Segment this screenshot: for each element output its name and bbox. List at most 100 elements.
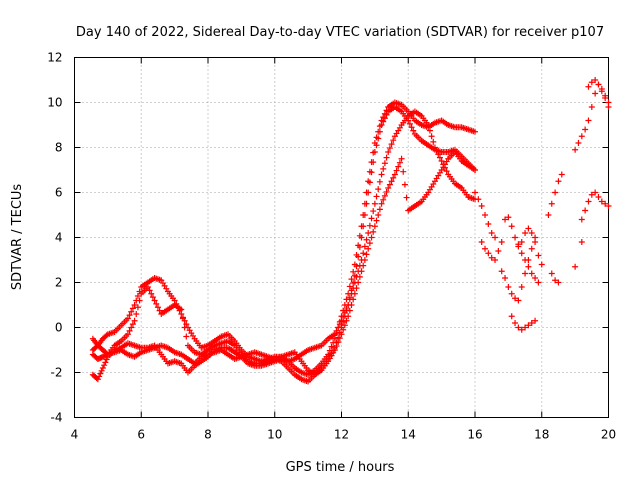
data-point xyxy=(375,212,382,218)
data-point xyxy=(578,239,585,245)
data-point xyxy=(515,324,522,331)
data-point xyxy=(102,359,109,366)
data-point xyxy=(532,317,539,324)
data-point xyxy=(376,128,383,135)
data-point xyxy=(153,300,160,307)
data-point xyxy=(485,250,492,257)
data-point xyxy=(558,171,565,178)
data-point xyxy=(390,174,397,181)
data-point xyxy=(438,158,445,164)
data-point xyxy=(96,373,103,380)
data-point xyxy=(552,189,559,196)
data-point xyxy=(148,290,155,297)
data-point xyxy=(478,203,485,209)
data-point xyxy=(328,343,335,350)
data-point xyxy=(388,178,395,185)
data-point xyxy=(338,317,345,324)
data-point xyxy=(346,283,353,290)
data-point xyxy=(363,200,370,207)
data-point xyxy=(373,142,380,149)
data-point xyxy=(386,181,393,188)
data-point xyxy=(128,324,135,331)
data-point xyxy=(595,81,602,88)
data-point xyxy=(355,253,362,260)
data-point xyxy=(522,324,529,331)
data-point xyxy=(380,118,387,125)
data-point xyxy=(331,347,338,353)
data-point xyxy=(385,149,392,155)
data-point xyxy=(393,167,400,174)
data-point xyxy=(508,290,515,297)
data-point xyxy=(522,230,529,236)
data-point xyxy=(370,159,377,166)
data-point xyxy=(336,335,343,342)
data-point xyxy=(98,367,105,374)
data-point xyxy=(345,313,352,320)
y-tick-label: 0 xyxy=(55,321,63,335)
data-point xyxy=(156,307,163,314)
data-point xyxy=(356,244,363,251)
data-point xyxy=(525,322,532,329)
x-tick-label: 10 xyxy=(267,428,282,442)
data-point xyxy=(381,192,388,199)
data-point xyxy=(472,167,478,173)
data-points xyxy=(89,77,612,385)
data-point xyxy=(129,321,136,328)
data-point xyxy=(179,315,186,322)
data-point xyxy=(151,297,158,304)
data-point xyxy=(388,141,395,148)
x-tick-label: 4 xyxy=(71,428,79,442)
data-point xyxy=(401,181,408,188)
data-point xyxy=(391,171,398,178)
data-point xyxy=(358,268,365,275)
data-point xyxy=(365,189,372,196)
data-point xyxy=(538,261,545,268)
data-point xyxy=(588,191,595,198)
data-point xyxy=(333,343,340,350)
x-tick-label: 12 xyxy=(334,428,349,442)
data-point xyxy=(383,154,390,161)
data-point xyxy=(134,293,141,299)
data-point xyxy=(602,200,609,207)
data-point xyxy=(134,304,141,311)
data-point xyxy=(360,250,367,257)
data-point xyxy=(336,321,343,328)
data-point xyxy=(575,140,582,146)
data-point xyxy=(555,279,562,286)
data-point xyxy=(555,178,562,185)
data-point xyxy=(588,104,595,110)
data-point xyxy=(378,171,385,178)
data-point xyxy=(370,208,377,215)
data-point xyxy=(548,200,555,207)
data-point xyxy=(366,179,373,186)
y-tick-label: 2 xyxy=(55,276,63,290)
data-point xyxy=(435,151,442,158)
data-point xyxy=(532,275,539,281)
data-point xyxy=(406,120,413,127)
data-point xyxy=(371,200,378,207)
data-point xyxy=(592,90,599,97)
x-tick-label: 6 xyxy=(137,428,145,442)
data-point xyxy=(525,257,532,263)
data-point xyxy=(365,230,372,236)
data-point xyxy=(408,124,415,131)
data-point xyxy=(343,317,350,324)
data-point xyxy=(381,115,388,122)
data-point xyxy=(396,159,403,166)
data-point xyxy=(331,331,338,338)
data-point xyxy=(129,305,136,312)
data-point xyxy=(585,198,592,205)
data-point xyxy=(366,240,373,247)
data-point xyxy=(154,304,161,311)
data-point xyxy=(340,313,347,320)
data-point xyxy=(335,324,342,331)
data-point xyxy=(508,223,515,230)
data-point xyxy=(383,111,390,118)
data-point xyxy=(385,185,392,191)
data-point xyxy=(528,270,535,277)
data-point xyxy=(572,146,579,153)
data-point xyxy=(381,160,388,167)
data-point xyxy=(518,284,525,290)
data-point xyxy=(376,178,383,185)
data-point xyxy=(383,188,390,195)
